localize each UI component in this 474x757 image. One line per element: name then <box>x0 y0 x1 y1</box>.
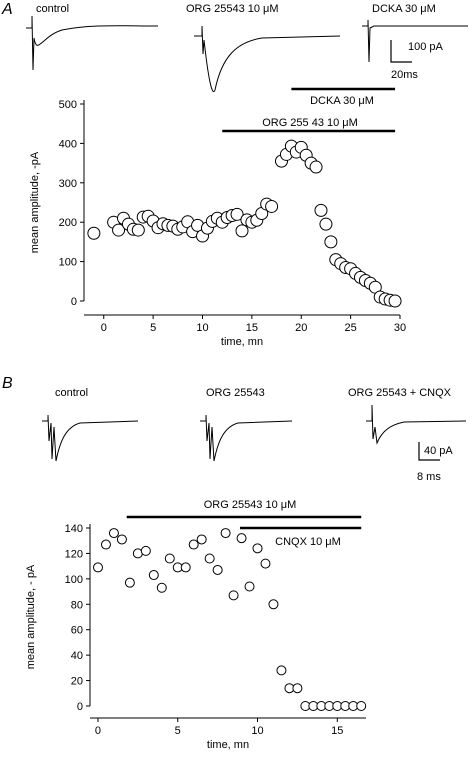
y-tick-label: 80 <box>71 599 83 611</box>
trace-b2 <box>200 414 293 462</box>
trace-a1 <box>26 15 159 71</box>
data-point <box>230 207 244 221</box>
chart-b: 0 20 40 60 80 100 120 140 0 5 10 15 time, mn mean amp… <box>25 499 367 751</box>
data-point <box>116 534 127 545</box>
panel-b: B control ORG 25543 ORG 25543 + CNQX 40 … <box>2 375 467 751</box>
data-point <box>276 665 287 676</box>
panel-b-letter: B <box>2 375 13 392</box>
data-point <box>356 701 367 711</box>
data-point <box>188 539 199 550</box>
trace-a3-label: DCKA 30 μM <box>372 3 436 15</box>
trace-b1 <box>42 414 139 462</box>
y-axis-label: mean amplitude, - pA <box>25 564 37 669</box>
data-point <box>314 203 328 217</box>
x-tick-label: 30 <box>394 322 406 334</box>
data-point <box>212 564 223 575</box>
y-tick-label: 100 <box>65 574 83 586</box>
x-tick-label: 5 <box>150 322 156 334</box>
y-tick-label: 40 <box>71 650 83 662</box>
data-point <box>100 539 111 550</box>
x-tick-label: 10 <box>251 725 263 737</box>
data-point <box>204 553 215 564</box>
chart-a: 0 100 200 300 400 500 0 5 10 15 20 25 30 time, mn mean… <box>29 87 406 348</box>
y-tick-label: 400 <box>59 138 77 150</box>
data-point <box>124 577 135 588</box>
drug-bar-label: CNQX 10 μM <box>275 536 341 548</box>
data-point <box>292 683 303 694</box>
scale-b-current: 40 pA <box>424 445 453 457</box>
drug-bar-label: ORG 255 43 10 μM <box>262 117 358 129</box>
y-tick-label: 0 <box>71 296 77 308</box>
x-axis-label: time, mn <box>221 336 263 348</box>
y-tick-label: 60 <box>71 625 83 637</box>
data-point <box>388 294 402 308</box>
data-point <box>309 160 323 174</box>
trace-a3 <box>362 19 468 63</box>
trace-a2-label: ORG 25543 10 μM <box>186 3 279 15</box>
x-axis-label: time, mn <box>207 739 249 751</box>
trace-b1-label: control <box>55 387 88 399</box>
trace-b2-label: ORG 25543 <box>206 387 265 399</box>
x-tick-label: 25 <box>345 322 357 334</box>
data-point <box>260 558 271 569</box>
data-point <box>87 226 101 240</box>
panel-a-letter: A <box>1 1 13 18</box>
y-tick-label: 100 <box>59 257 77 269</box>
data-point <box>319 217 333 231</box>
x-tick-label: 20 <box>295 322 307 334</box>
y-axis-label: mean amplitude, -pA <box>29 151 41 253</box>
data-point <box>140 545 151 556</box>
scale-a-current: 100 pA <box>408 41 444 53</box>
x-tick-label: 5 <box>175 725 181 737</box>
y-tick-label: 0 <box>77 701 83 713</box>
trace-a2 <box>194 25 341 93</box>
data-point <box>196 534 207 545</box>
scale-a-time: 20ms <box>391 69 418 81</box>
panel-a: A control ORG 25543 10 μM DCKA 30 μM 100… <box>1 1 468 348</box>
data-point <box>156 582 167 593</box>
data-point <box>268 599 279 610</box>
data-point <box>235 224 249 238</box>
data-point <box>265 199 279 213</box>
trace-a1-label: control <box>36 3 69 15</box>
data-point <box>244 581 255 592</box>
data-point <box>324 235 338 249</box>
data-point <box>252 543 263 554</box>
drug-bar-label: ORG 25543 10 μM <box>204 499 297 511</box>
scale-b-time: 8 ms <box>417 471 441 483</box>
data-point <box>228 590 239 601</box>
x-tick-label: 0 <box>101 322 107 334</box>
y-tick-label: 500 <box>59 99 77 111</box>
x-tick-label: 15 <box>331 725 343 737</box>
data-point <box>180 562 191 573</box>
data-point <box>220 528 231 539</box>
y-tick-label: 20 <box>71 676 83 688</box>
data-point <box>131 223 145 237</box>
data-point <box>92 562 103 573</box>
y-tick-label: 200 <box>59 217 77 229</box>
y-tick-label: 140 <box>65 523 83 535</box>
x-tick-label: 10 <box>196 322 208 334</box>
data-point <box>148 570 159 581</box>
data-point <box>164 553 175 564</box>
x-tick-label: 15 <box>246 322 258 334</box>
data-point <box>236 533 247 544</box>
drug-bar-label: DCKA 30 μM <box>310 95 374 107</box>
data-point <box>112 223 126 237</box>
scale-bar-b <box>418 442 440 461</box>
data-point <box>108 528 119 539</box>
x-tick-label: 0 <box>95 725 101 737</box>
trace-b3 <box>366 404 467 445</box>
scale-bar-a <box>390 40 412 63</box>
y-tick-label: 120 <box>65 548 83 560</box>
y-tick-label: 300 <box>59 178 77 190</box>
trace-b3-label: ORG 25543 + CNQX <box>348 387 452 399</box>
